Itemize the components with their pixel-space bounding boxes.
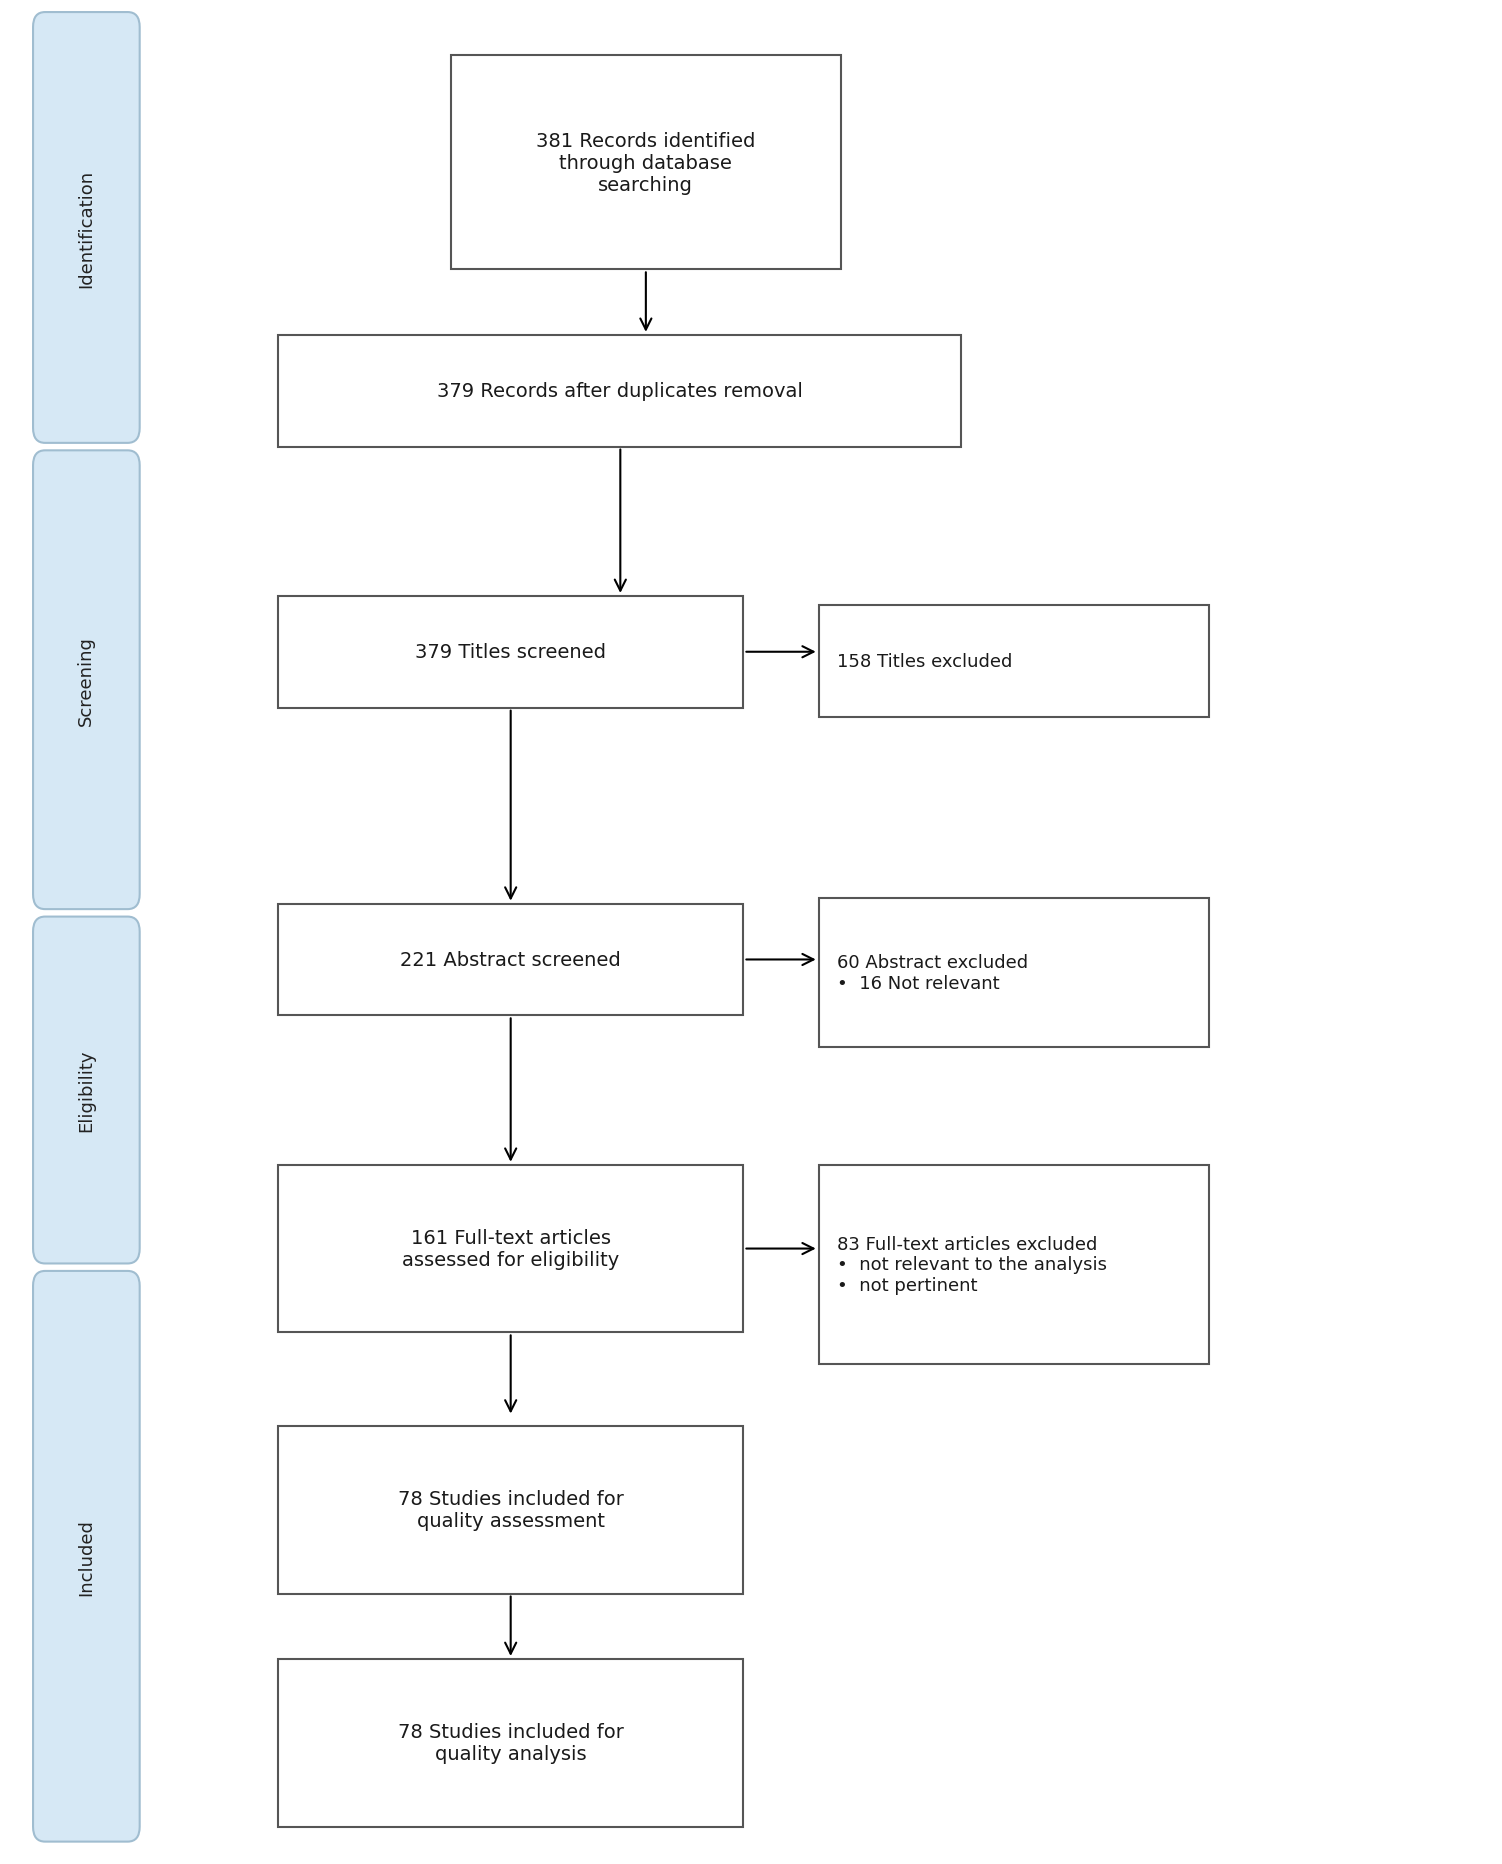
Text: 60 Abstract excluded
•  16 Not relevant: 60 Abstract excluded • 16 Not relevant [837,954,1027,992]
FancyBboxPatch shape [278,1165,743,1333]
Text: 221 Abstract screened: 221 Abstract screened [401,951,620,969]
Text: 161 Full-text articles
assessed for eligibility: 161 Full-text articles assessed for elig… [403,1228,619,1269]
FancyBboxPatch shape [278,1659,743,1827]
FancyBboxPatch shape [278,336,961,447]
Text: 78 Studies included for
quality analysis: 78 Studies included for quality analysis [398,1722,623,1763]
Text: Eligibility: Eligibility [78,1049,95,1131]
FancyBboxPatch shape [33,917,140,1264]
FancyBboxPatch shape [278,904,743,1016]
FancyBboxPatch shape [819,1165,1209,1364]
Text: 381 Records identified
through database
searching: 381 Records identified through database … [536,132,756,194]
Text: 78 Studies included for
quality assessment: 78 Studies included for quality assessme… [398,1489,623,1530]
FancyBboxPatch shape [33,451,140,910]
FancyBboxPatch shape [33,1271,140,1842]
FancyBboxPatch shape [451,56,841,270]
FancyBboxPatch shape [278,596,743,708]
Text: 379 Records after duplicates removal: 379 Records after duplicates removal [437,382,802,401]
Text: 158 Titles excluded: 158 Titles excluded [837,652,1012,671]
FancyBboxPatch shape [278,1426,743,1594]
Text: 379 Titles screened: 379 Titles screened [415,643,607,662]
Text: Screening: Screening [78,636,95,725]
Text: 83 Full-text articles excluded
•  not relevant to the analysis
•  not pertinent: 83 Full-text articles excluded • not rel… [837,1236,1107,1294]
FancyBboxPatch shape [819,606,1209,718]
Text: Included: Included [78,1517,95,1596]
FancyBboxPatch shape [33,13,140,444]
Text: Identification: Identification [78,170,95,287]
FancyBboxPatch shape [819,898,1209,1048]
